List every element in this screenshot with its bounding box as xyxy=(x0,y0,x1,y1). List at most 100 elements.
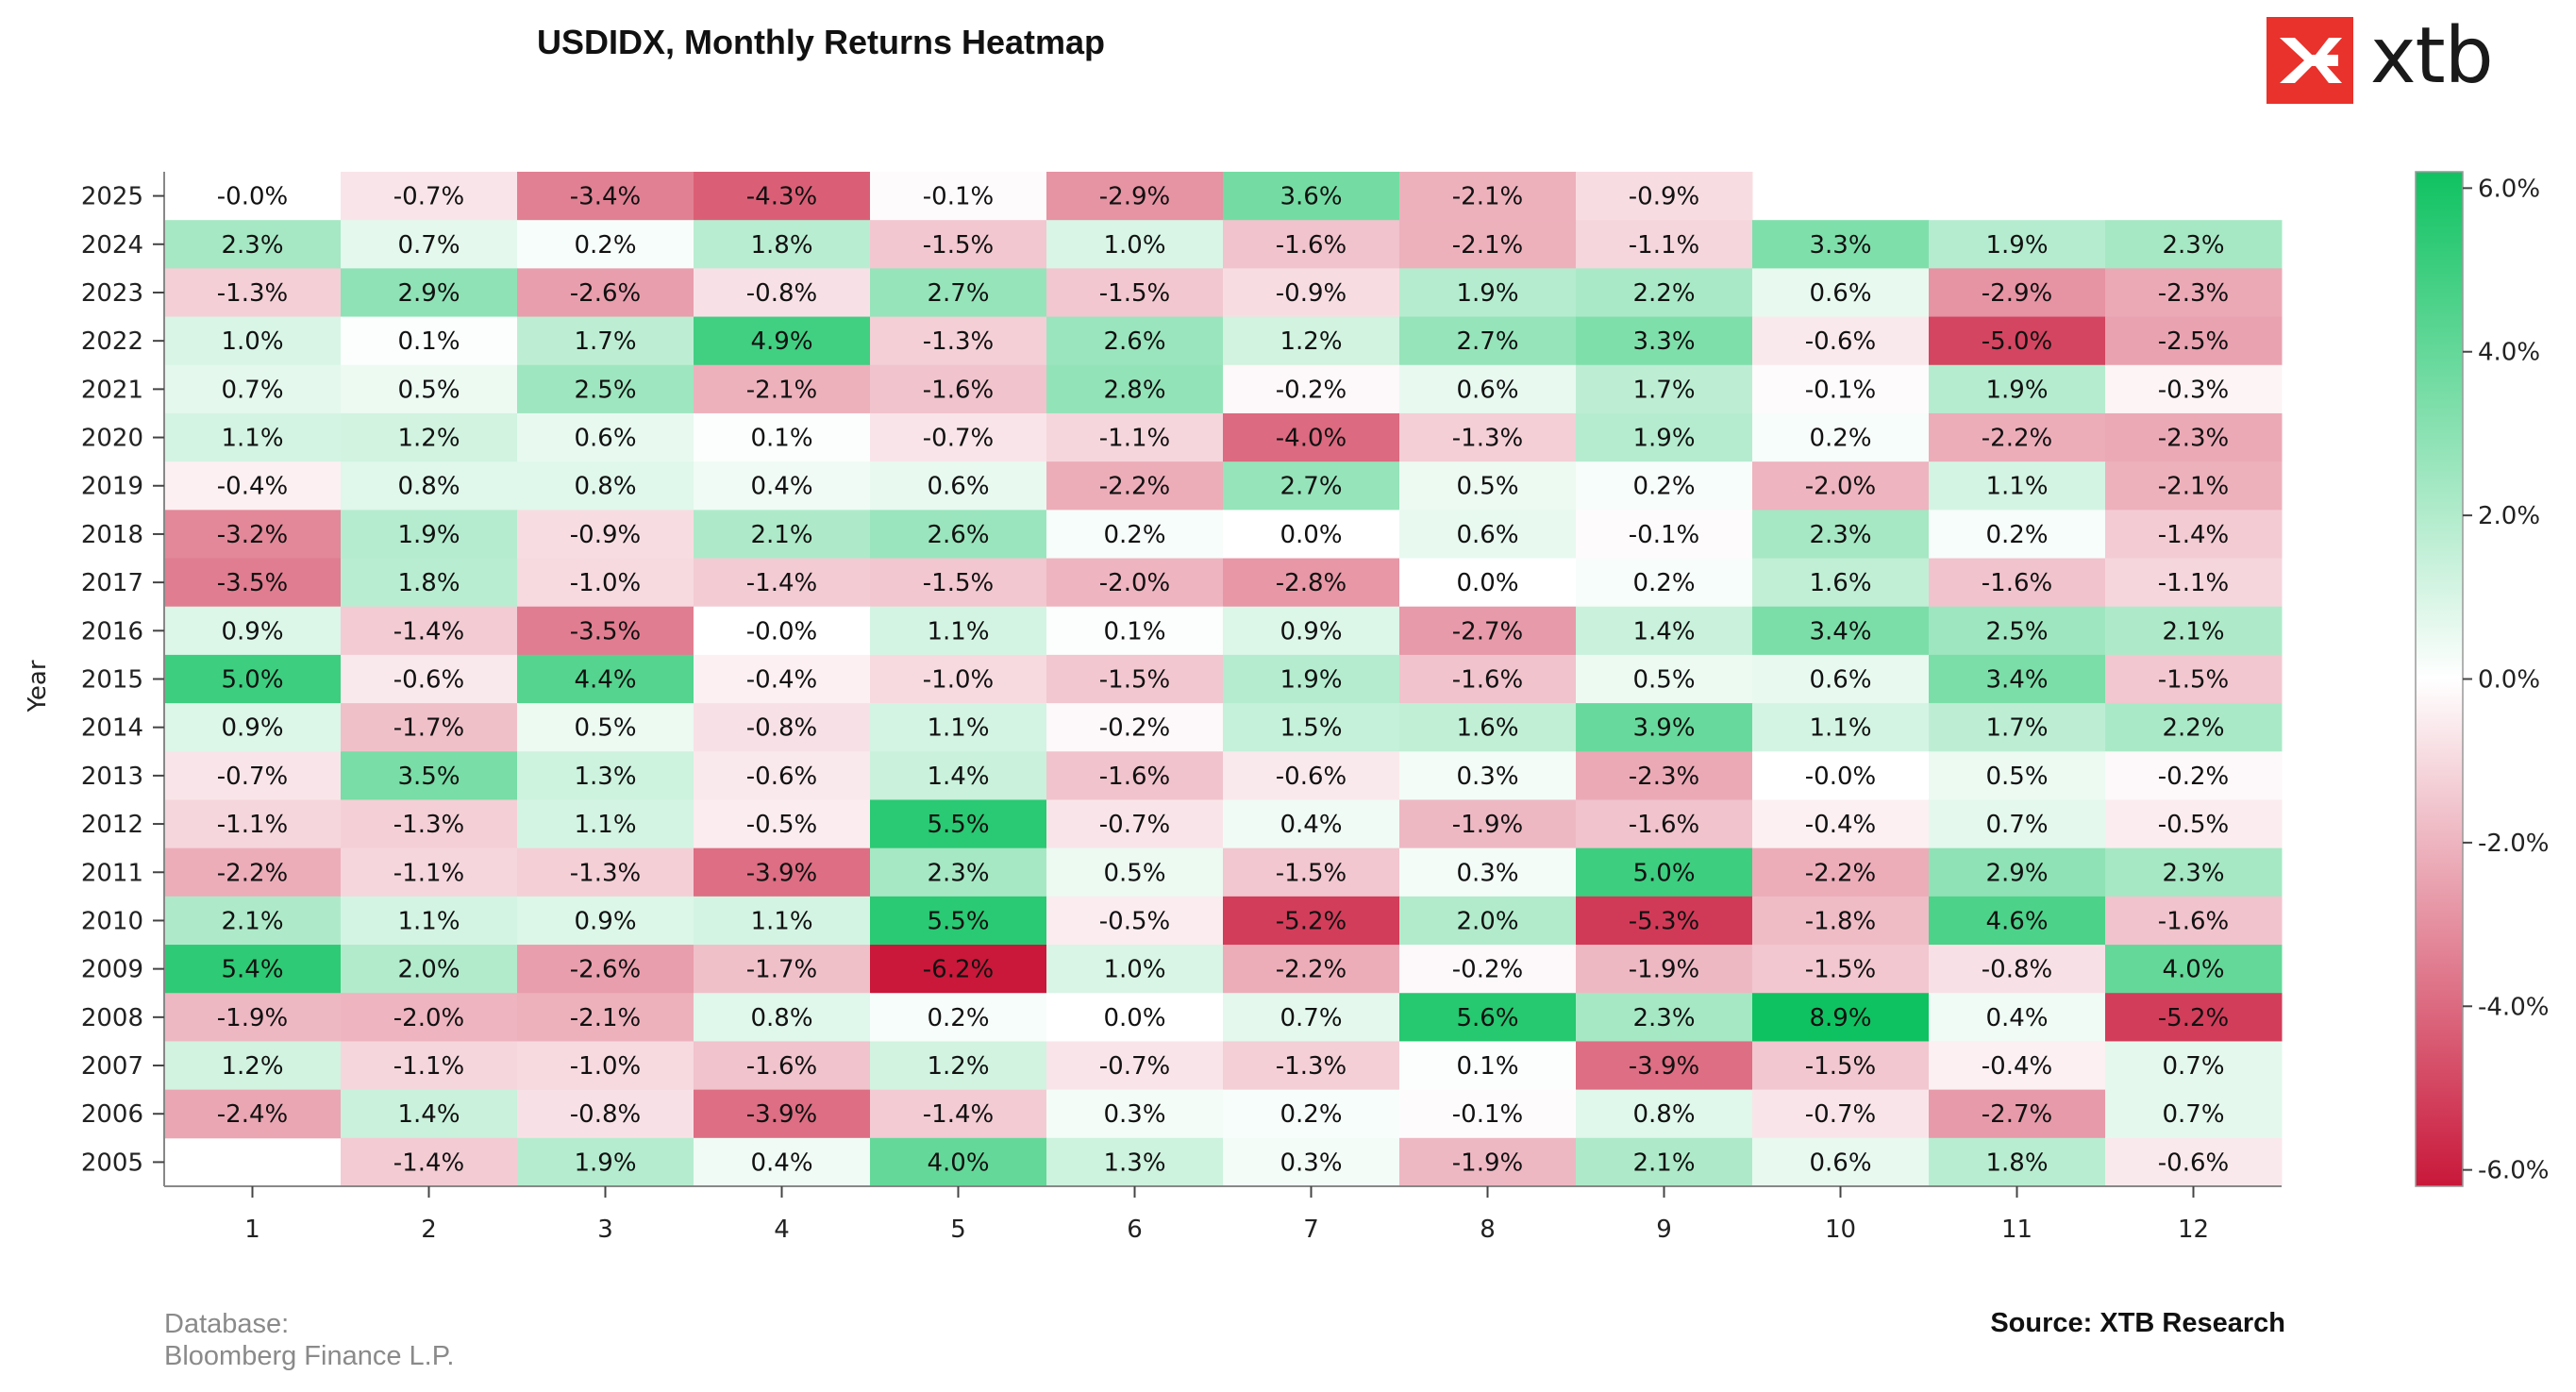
heatmap-cell xyxy=(694,558,871,608)
cell-value-label: 2.0% xyxy=(1456,907,1518,935)
heatmap-cell xyxy=(1046,268,1224,318)
cell-value-label: 2.7% xyxy=(1280,473,1342,501)
cell-value-label: -0.2% xyxy=(1276,376,1347,404)
heatmap-cell xyxy=(694,461,871,511)
cell-value-label: 0.3% xyxy=(1456,859,1518,887)
heatmap-cell xyxy=(1576,1089,1753,1139)
heatmap-cell xyxy=(1576,703,1753,752)
heatmap-cell xyxy=(1399,510,1577,560)
cell-value-label: -6.2% xyxy=(923,956,994,984)
cell-value-label: 1.8% xyxy=(1985,1149,2048,1177)
y-tick-label: 2016 xyxy=(81,617,143,646)
heatmap-cell xyxy=(1929,412,2106,462)
heatmap-cell xyxy=(694,993,871,1042)
cell-value-label: -1.0% xyxy=(923,666,994,695)
cell-value-label: 1.1% xyxy=(750,907,812,935)
cell-value-label: -2.2% xyxy=(1982,425,2052,453)
heatmap-cell xyxy=(2105,993,2283,1042)
heatmap-cell xyxy=(870,1089,1047,1139)
cell-value-label: 2.1% xyxy=(2162,617,2224,646)
cell-value-label: -0.7% xyxy=(1099,1052,1170,1081)
cell-value-label: -0.7% xyxy=(393,183,464,211)
heatmap-cell xyxy=(1929,220,2106,269)
cell-value-label: -2.3% xyxy=(2158,425,2229,453)
heatmap-cell xyxy=(870,896,1047,946)
cell-value-label: -1.7% xyxy=(393,714,464,743)
cell-value-label: 2.7% xyxy=(927,279,989,308)
cell-value-label: -0.9% xyxy=(570,521,641,549)
y-tick-label: 2007 xyxy=(81,1052,143,1081)
cell-value-label: -1.4% xyxy=(746,569,817,597)
cell-value-label: 1.6% xyxy=(1456,714,1518,743)
cell-value-label: 2.3% xyxy=(221,231,283,260)
heatmap-cell xyxy=(517,993,694,1042)
heatmap-cell xyxy=(1046,558,1224,608)
cell-value-label: 2.3% xyxy=(1632,1004,1695,1032)
heatmap-cell xyxy=(870,799,1047,849)
heatmap-cell xyxy=(694,945,871,994)
heatmap-cell xyxy=(1223,896,1400,946)
heatmap-cell xyxy=(2105,316,2283,366)
heatmap-cell xyxy=(1576,847,1753,897)
cell-value-label: 0.4% xyxy=(1985,1004,2048,1032)
heatmap-cell xyxy=(2105,412,2283,462)
heatmap-cell xyxy=(1576,896,1753,946)
cell-value-label: 0.8% xyxy=(397,473,460,501)
x-tick-label: 10 xyxy=(1825,1216,1856,1244)
heatmap-cell xyxy=(341,412,518,462)
cell-value-label: -4.0% xyxy=(1276,425,1347,453)
heatmap-cell xyxy=(164,220,342,269)
y-tick-label: 2024 xyxy=(81,231,143,260)
cell-value-label: -1.9% xyxy=(1629,956,1699,984)
cell-value-label: -1.4% xyxy=(2158,521,2229,549)
heatmap-cell xyxy=(694,316,871,366)
heatmap-cell xyxy=(1929,316,2106,366)
heatmap-cell xyxy=(1576,558,1753,608)
cell-value-label: 1.9% xyxy=(1985,231,2048,260)
cell-value-label: -1.3% xyxy=(393,811,464,839)
colorbar-tick-label: -4.0% xyxy=(2478,993,2549,1021)
cell-value-label: 1.0% xyxy=(1103,956,1165,984)
heatmap-cell xyxy=(1576,364,1753,414)
heatmap-cell xyxy=(1046,751,1224,800)
heatmap-cell xyxy=(1223,993,1400,1042)
colorbar-tick-label: 0.0% xyxy=(2478,666,2540,695)
cell-value-label: 5.6% xyxy=(1456,1004,1518,1032)
cell-value-label: -1.5% xyxy=(923,231,994,260)
heatmap-cell xyxy=(1223,751,1400,800)
y-tick-label: 2018 xyxy=(81,521,143,549)
heatmap-cell xyxy=(164,1041,342,1091)
cell-value-label: -2.0% xyxy=(1099,569,1170,597)
heatmap-cell xyxy=(341,799,518,849)
heatmap-cell xyxy=(164,1089,342,1139)
heatmap-cell xyxy=(517,510,694,560)
cell-value-label: -2.1% xyxy=(1452,183,1523,211)
cell-value-label: 0.6% xyxy=(1456,521,1518,549)
cell-value-label: -1.4% xyxy=(393,617,464,646)
heatmap-cell xyxy=(2105,751,2283,800)
heatmap-cell xyxy=(1929,799,2106,849)
cell-value-label: 1.0% xyxy=(221,327,283,356)
cell-value-label: 0.6% xyxy=(1809,279,1871,308)
heatmap-cell xyxy=(517,945,694,994)
cell-value-label: -5.3% xyxy=(1629,907,1699,935)
heatmap-cell xyxy=(1752,220,1930,269)
x-tick-label: 5 xyxy=(950,1216,966,1244)
y-tick-label: 2010 xyxy=(81,907,143,935)
cell-value-label: -1.6% xyxy=(1276,231,1347,260)
heatmap-cell xyxy=(517,316,694,366)
heatmap-cell xyxy=(164,945,342,994)
heatmap-cell xyxy=(517,1041,694,1091)
cell-value-label: -3.9% xyxy=(746,1100,817,1129)
cell-value-label: 0.2% xyxy=(1632,569,1695,597)
heatmap-cell xyxy=(2105,510,2283,560)
heatmap-cell xyxy=(517,799,694,849)
cell-value-label: 3.5% xyxy=(397,763,460,791)
heatmap-cell xyxy=(1752,461,1930,511)
heatmap-cell xyxy=(1752,558,1930,608)
heatmap-cell xyxy=(870,945,1047,994)
heatmap-cell xyxy=(694,799,871,849)
heatmap-cell xyxy=(1046,703,1224,752)
cell-value-label: -0.1% xyxy=(1629,521,1699,549)
heatmap-cell xyxy=(2105,799,2283,849)
